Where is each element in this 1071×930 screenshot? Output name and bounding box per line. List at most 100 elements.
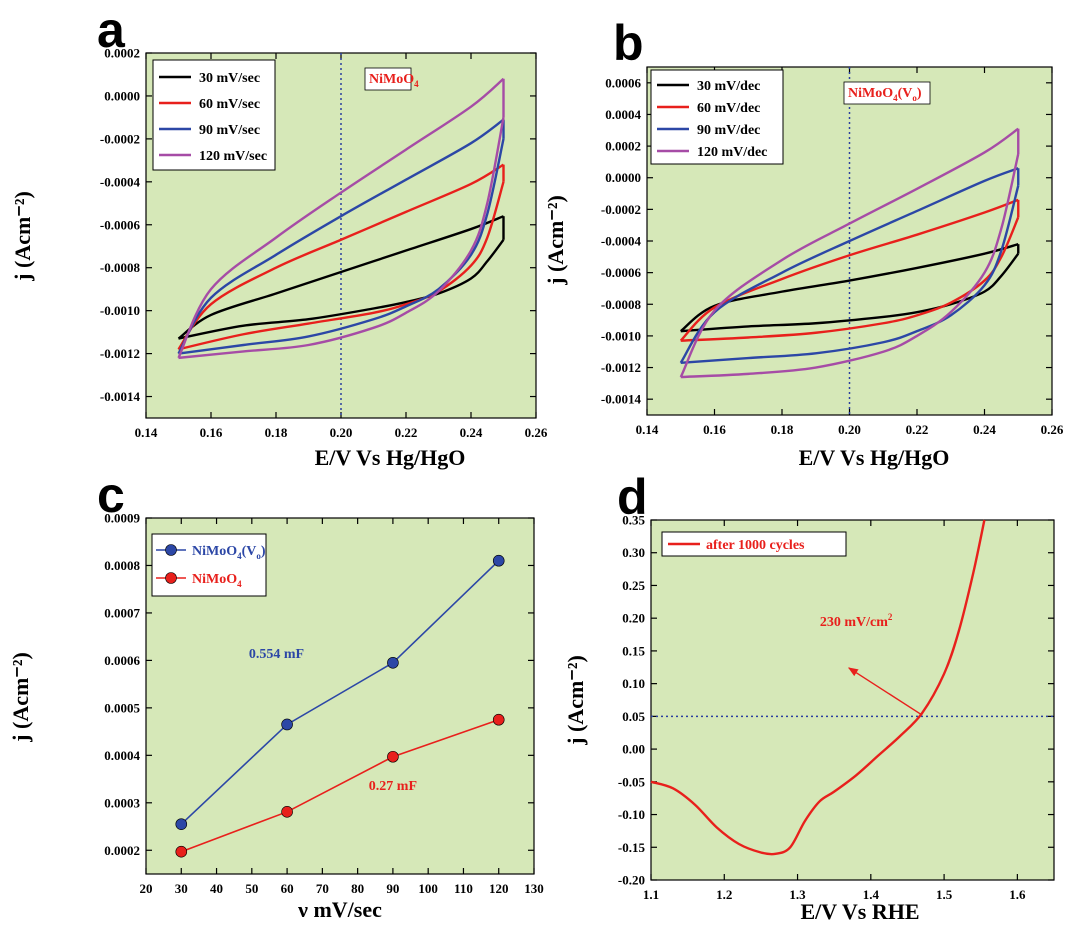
x-tick-label: 1.3 [789,887,806,902]
cv-upper-branch [177,118,505,355]
data-point [492,554,505,567]
x-tick-label: 1.1 [643,887,659,902]
x-axis-title: E/V Vs Hg/HgO [799,445,950,470]
y-tick-label: 0.0000 [104,88,140,103]
x-tick-label: 1.2 [716,887,732,902]
y-tick-label: -0.20 [618,873,645,888]
annotation-box [364,67,412,91]
cv-upper-branch [177,163,505,350]
y-tick-label: 0.0006 [605,75,641,90]
data-point [175,818,188,830]
y-tick-label: -0.0010 [100,303,140,318]
cv-upper-branch [679,243,1019,333]
x-tick-label: 0.16 [703,422,726,437]
y-tick-label: 0.20 [622,611,645,626]
legend-label: NiMoO4 [192,572,242,589]
x-tick-label: 30 [175,881,188,896]
y-tick-label: -0.0014 [601,392,642,407]
series-line [180,560,500,825]
cv-upper-branch [177,77,505,359]
panel-letter: b [613,15,644,71]
cv-upper-branch [177,215,504,340]
x-tick-label: 130 [524,881,544,896]
overpotential-label: 230 mV/cm2 [820,612,893,630]
y-tick-label: 0.0004 [605,107,641,122]
compound-annotation: NiMoO4 [369,72,419,89]
y-tick-label: -0.0002 [601,202,641,217]
y-tick-label: -0.15 [618,840,646,855]
y-tick-label: 0.25 [622,578,645,593]
series-line [650,519,986,856]
x-tick-label: 1.4 [863,887,880,902]
x-axis-title: E/V Vs RHE [800,899,919,924]
panel-c: c 20 30 40 50 60 70 80 90 100 110 120 130 0.0009 0.000… [8,467,544,922]
data-point [492,713,505,726]
panel-a: a 0.14 0.16 0.18 0.20 0.22 0.24 0.26 0.0002 0.000… [10,2,548,470]
y-tick-label: -0.0008 [100,260,141,275]
x-tick-label: 0.14 [636,422,659,437]
legend-label: 90 mV/dec [697,123,760,138]
cv-lower-branch [178,117,505,360]
compound-annotation: NiMoO4(Vo) [848,86,922,103]
data-point [281,806,293,818]
series-line [180,718,499,853]
x-tick-label: 110 [454,881,473,896]
cv-lower-branch [178,239,505,340]
y-axis-title: j (Acm⁻²) [10,191,35,282]
legend-label: 120 mV/dec [697,145,767,160]
y-tick-label: -0.0014 [100,389,141,404]
y-tick-label: -0.10 [618,807,645,822]
y-tick-label: 0.05 [622,709,645,724]
x-tick-label: 20 [140,881,153,896]
legend-box [152,59,276,171]
legend-label: NiMoO4(Vo) [192,544,266,561]
data-point [175,845,188,858]
y-tick-label: -0.05 [618,774,646,789]
y-tick-label: 0.0005 [104,700,140,715]
x-tick-label: 1.6 [1009,887,1026,902]
x-axis-title: E/V Vs Hg/HgO [315,445,466,470]
x-tick-label: 60 [281,881,294,896]
x-tick-label: 80 [351,881,364,896]
capacitance-label: 0.27 mF [369,779,417,794]
y-tick-label: -0.0006 [100,217,141,232]
y-tick-label: 0.00 [622,742,645,757]
x-tick-label: 0.20 [838,422,861,437]
x-tick-label: 0.20 [330,425,353,440]
y-tick-label: 0.0000 [605,170,641,185]
data-point [281,718,293,731]
y-tick-label: -0.0004 [100,174,141,189]
y-tick-label: -0.0012 [100,346,140,361]
data-point [387,656,399,669]
panel-letter: d [617,469,648,525]
y-axis-title: j (Acm⁻²) [563,655,588,746]
x-tick-label: 100 [418,881,438,896]
y-tick-label: -0.0004 [601,234,642,249]
x-tick-label: 0.26 [1041,422,1064,437]
plot-area [650,519,1055,881]
y-tick-label: 0.0008 [104,558,140,573]
y-tick-label: 0.0006 [104,653,140,668]
x-tick-label: 90 [386,881,399,896]
y-tick-label: 0.0002 [104,843,140,858]
y-tick-label: 0.0007 [104,605,140,620]
y-tick-label: -0.0008 [601,297,642,312]
y-tick-label: 0.0003 [104,795,140,810]
y-tick-label: 0.0004 [104,748,140,763]
x-tick-label: 0.18 [265,425,288,440]
y-tick-label: -0.0006 [601,265,642,280]
legend-label: 120 mV/sec [199,149,267,164]
x-tick-label: 0.18 [771,422,794,437]
cv-upper-branch [679,198,1019,342]
legend-marker [165,544,177,556]
x-tick-label: 50 [245,881,258,896]
x-tick-label: 70 [316,881,329,896]
x-tick-label: 0.16 [200,425,223,440]
legend-marker [165,572,177,584]
panel-b: b 0.14 0.16 0.18 0.20 0.22 0.24 0.26 0.0006 0.000… [543,15,1064,470]
x-tick-label: 0.24 [460,425,483,440]
cv-lower-branch [680,153,1020,379]
x-tick-label: 0.14 [135,425,158,440]
y-tick-label: 0.35 [622,513,645,528]
x-tick-label: 0.24 [973,422,996,437]
